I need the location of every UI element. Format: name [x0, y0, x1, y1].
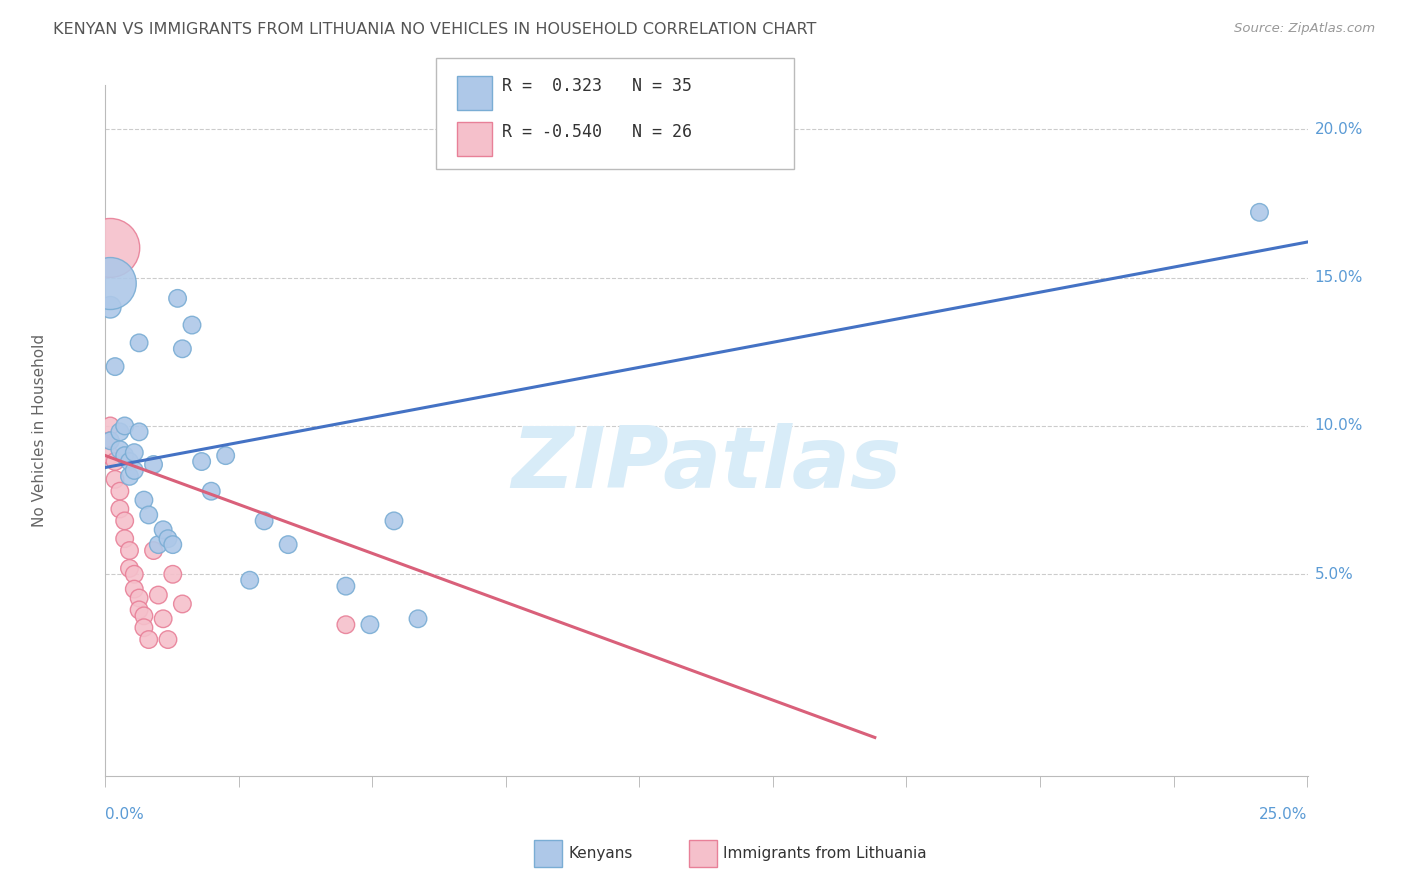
Point: [132, 621, 155, 635]
Point: [138, 508, 160, 522]
Point: [142, 543, 165, 558]
Point: [172, 597, 194, 611]
Point: [162, 538, 184, 552]
Text: 15.0%: 15.0%: [1315, 270, 1362, 285]
Text: R =  0.323   N = 35: R = 0.323 N = 35: [502, 77, 692, 95]
Point: [124, 445, 146, 459]
Point: [132, 493, 155, 508]
Point: [128, 591, 150, 605]
Point: [114, 532, 136, 546]
Text: No Vehicles in Household: No Vehicles in Household: [32, 334, 46, 527]
Point: [128, 603, 150, 617]
Point: [277, 538, 299, 552]
Point: [108, 442, 131, 457]
Point: [98, 434, 121, 448]
Point: [152, 523, 174, 537]
Point: [335, 617, 357, 632]
Point: [114, 514, 136, 528]
Point: [98, 419, 121, 434]
Point: [104, 472, 127, 486]
Point: [239, 573, 262, 587]
Point: [118, 543, 141, 558]
Point: [359, 617, 381, 632]
Text: R = -0.540   N = 26: R = -0.540 N = 26: [502, 123, 692, 141]
Text: |: |: [238, 776, 240, 787]
Point: [156, 532, 179, 546]
Point: [128, 425, 150, 439]
Point: [200, 484, 222, 499]
Text: 5.0%: 5.0%: [1315, 566, 1354, 582]
Point: [166, 291, 188, 305]
Point: [108, 484, 131, 499]
Text: Kenyans: Kenyans: [568, 847, 633, 861]
Point: [118, 454, 141, 468]
Text: 20.0%: 20.0%: [1315, 121, 1362, 136]
Point: [214, 449, 236, 463]
Text: Immigrants from Lithuania: Immigrants from Lithuania: [723, 847, 927, 861]
Text: |: |: [371, 776, 374, 787]
Text: ZIPatlas: ZIPatlas: [512, 424, 901, 507]
Point: [124, 463, 146, 477]
Point: [1249, 205, 1271, 219]
Point: [148, 588, 170, 602]
Point: [118, 561, 141, 575]
Point: [124, 567, 146, 582]
Point: [114, 419, 136, 434]
Text: |: |: [104, 776, 107, 787]
Point: [104, 454, 127, 468]
Point: [104, 359, 127, 374]
Point: [148, 538, 170, 552]
Point: [190, 454, 212, 468]
Point: [156, 632, 179, 647]
Point: [98, 241, 121, 255]
Point: [181, 318, 204, 332]
Text: Source: ZipAtlas.com: Source: ZipAtlas.com: [1234, 22, 1375, 36]
Point: [98, 449, 121, 463]
Text: |: |: [772, 776, 775, 787]
Text: |: |: [905, 776, 908, 787]
Text: KENYAN VS IMMIGRANTS FROM LITHUANIA NO VEHICLES IN HOUSEHOLD CORRELATION CHART: KENYAN VS IMMIGRANTS FROM LITHUANIA NO V…: [53, 22, 817, 37]
Text: 25.0%: 25.0%: [1260, 807, 1308, 822]
Point: [98, 277, 121, 291]
Point: [253, 514, 276, 528]
Point: [114, 449, 136, 463]
Text: |: |: [638, 776, 641, 787]
Point: [162, 567, 184, 582]
Text: |: |: [1306, 776, 1309, 787]
Text: |: |: [505, 776, 508, 787]
Text: |: |: [1039, 776, 1042, 787]
Point: [172, 342, 194, 356]
Point: [335, 579, 357, 593]
Point: [108, 425, 131, 439]
Point: [128, 335, 150, 350]
Point: [98, 434, 121, 448]
Text: 0.0%: 0.0%: [105, 807, 145, 822]
Point: [124, 582, 146, 596]
Point: [142, 458, 165, 472]
Point: [98, 300, 121, 314]
Point: [132, 608, 155, 623]
Point: [108, 502, 131, 516]
Text: 10.0%: 10.0%: [1315, 418, 1362, 434]
Point: [382, 514, 405, 528]
Point: [138, 632, 160, 647]
Point: [406, 612, 429, 626]
Point: [152, 612, 174, 626]
Text: |: |: [1173, 776, 1175, 787]
Point: [118, 469, 141, 483]
